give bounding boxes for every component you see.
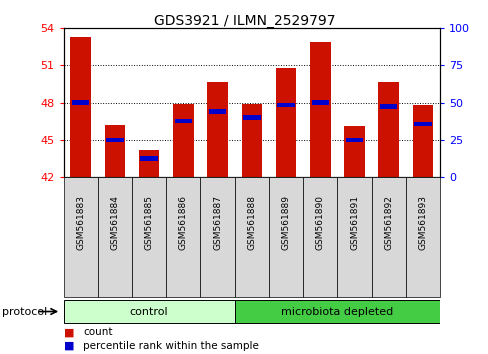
FancyBboxPatch shape <box>200 177 234 297</box>
Bar <box>70 37 91 177</box>
Bar <box>344 126 364 177</box>
Bar <box>413 121 431 126</box>
Bar <box>207 82 227 177</box>
Text: ■: ■ <box>63 327 74 337</box>
Bar <box>311 101 328 105</box>
FancyBboxPatch shape <box>132 177 166 297</box>
FancyBboxPatch shape <box>166 177 200 297</box>
Text: GSM561893: GSM561893 <box>418 195 427 250</box>
Text: microbiota depleted: microbiota depleted <box>281 307 393 316</box>
Text: GSM561885: GSM561885 <box>144 195 153 250</box>
FancyBboxPatch shape <box>98 177 132 297</box>
Bar <box>140 156 158 161</box>
Bar <box>106 138 123 142</box>
Text: GSM561891: GSM561891 <box>349 195 358 250</box>
FancyBboxPatch shape <box>234 177 268 297</box>
Bar <box>139 150 159 177</box>
Text: percentile rank within the sample: percentile rank within the sample <box>83 341 259 351</box>
FancyBboxPatch shape <box>63 300 234 323</box>
Text: GSM561886: GSM561886 <box>179 195 187 250</box>
Bar <box>174 119 192 124</box>
Bar <box>243 115 260 120</box>
Bar <box>275 68 296 177</box>
FancyBboxPatch shape <box>234 300 439 323</box>
FancyBboxPatch shape <box>371 177 405 297</box>
Bar <box>378 82 398 177</box>
Text: GDS3921 / ILMN_2529797: GDS3921 / ILMN_2529797 <box>153 14 335 28</box>
Bar <box>379 104 397 109</box>
FancyBboxPatch shape <box>337 177 371 297</box>
Text: protocol: protocol <box>2 307 48 316</box>
FancyBboxPatch shape <box>63 177 98 297</box>
Bar <box>277 103 294 107</box>
Bar <box>72 101 89 105</box>
Text: GSM561892: GSM561892 <box>384 195 392 250</box>
Bar <box>173 104 193 177</box>
Bar <box>309 42 330 177</box>
Text: ■: ■ <box>63 341 74 351</box>
Bar <box>208 109 226 114</box>
Bar <box>412 105 432 177</box>
Bar <box>104 125 125 177</box>
FancyBboxPatch shape <box>405 177 439 297</box>
Bar <box>241 104 262 177</box>
FancyBboxPatch shape <box>268 177 303 297</box>
Text: control: control <box>130 307 168 316</box>
Text: GSM561887: GSM561887 <box>213 195 222 250</box>
Text: GSM561883: GSM561883 <box>76 195 85 250</box>
Bar <box>345 138 363 142</box>
FancyBboxPatch shape <box>303 177 337 297</box>
Text: count: count <box>83 327 112 337</box>
Text: GSM561884: GSM561884 <box>110 195 119 250</box>
Text: GSM561889: GSM561889 <box>281 195 290 250</box>
Text: GSM561888: GSM561888 <box>247 195 256 250</box>
Text: GSM561890: GSM561890 <box>315 195 324 250</box>
